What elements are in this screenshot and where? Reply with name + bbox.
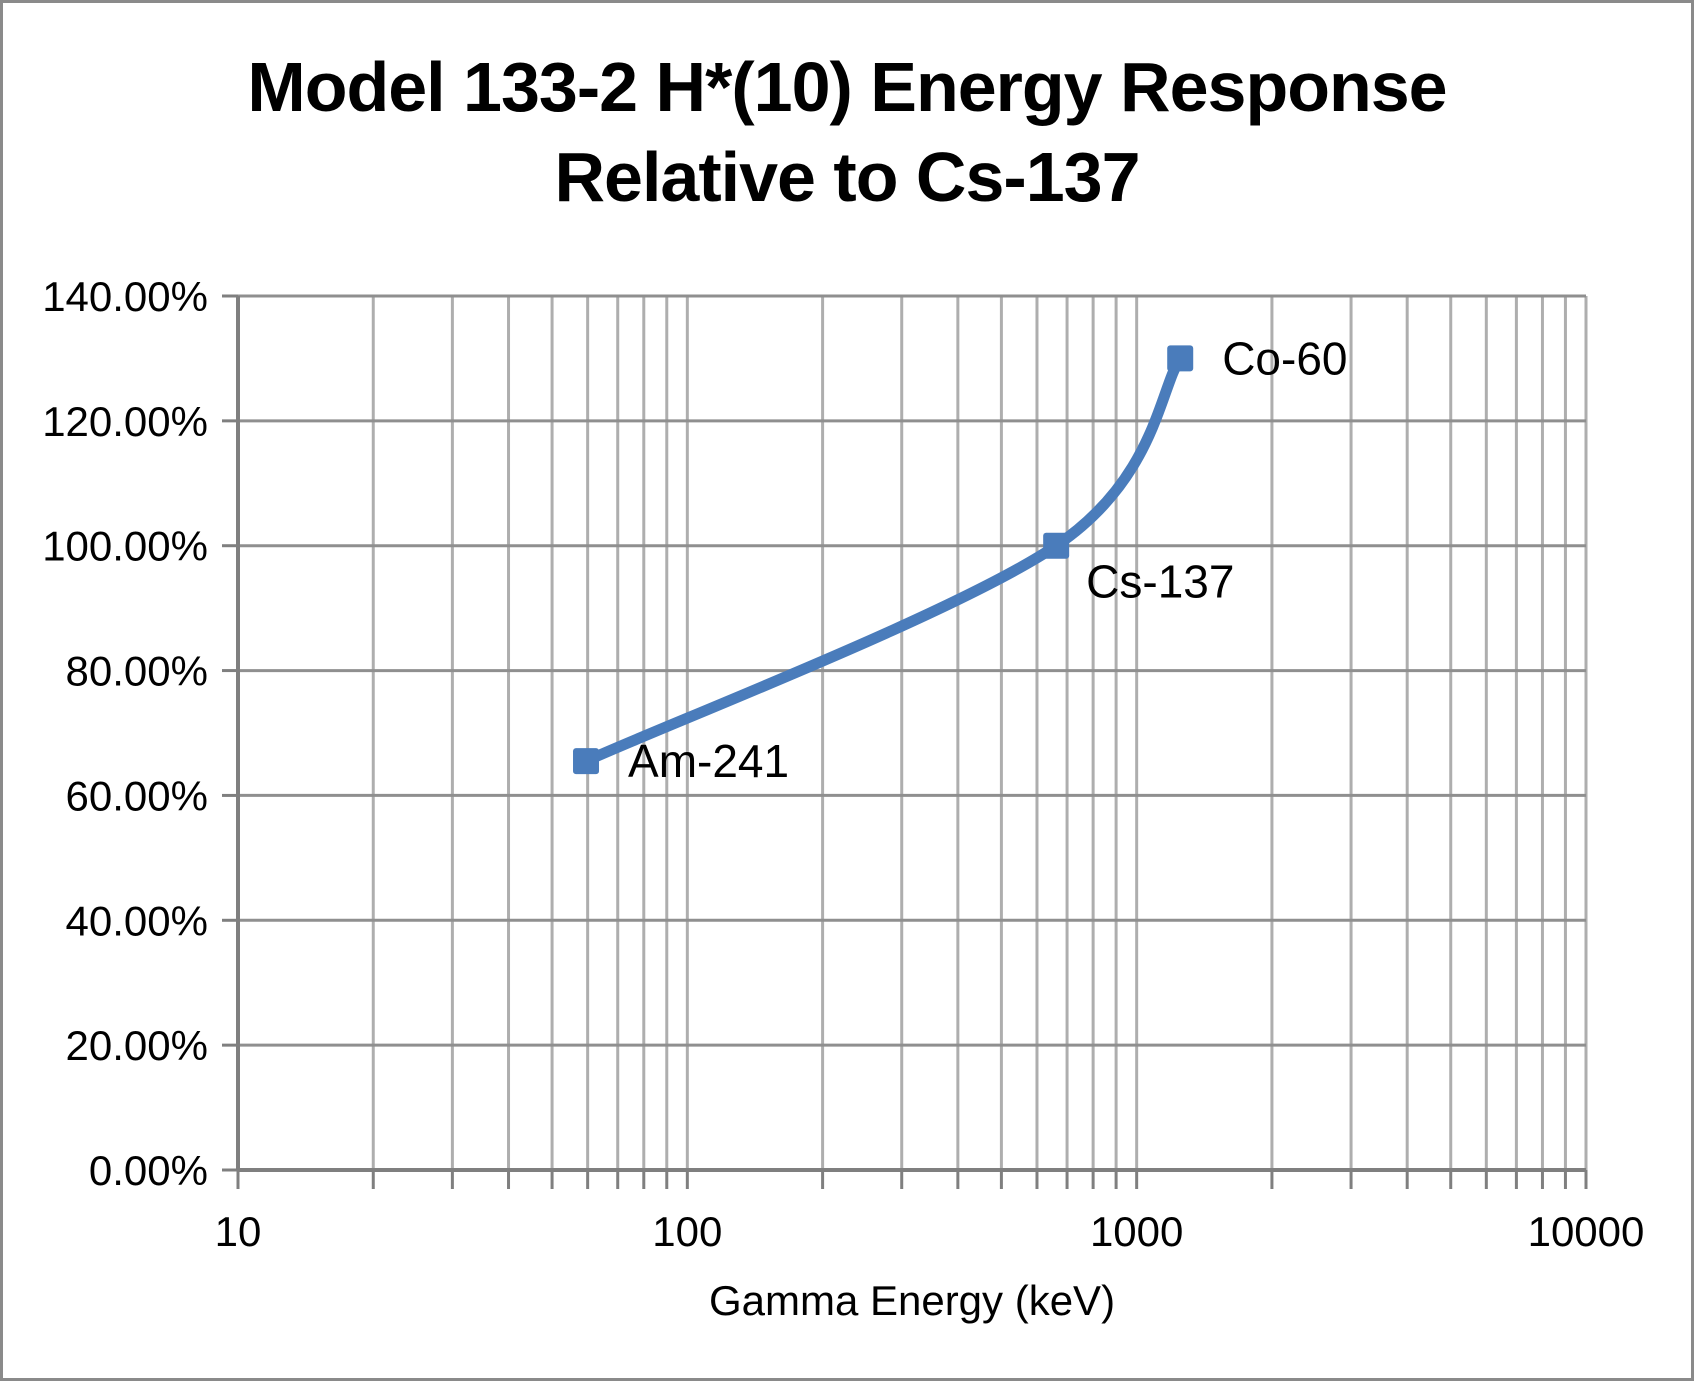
y-tick-label-120: 120.00% [42, 398, 208, 445]
data-point-label-Cs-137: Cs-137 [1086, 556, 1234, 608]
y-tick-label-0: 0.00% [89, 1147, 208, 1194]
x-tick-label-100: 100 [652, 1208, 722, 1255]
data-point-marker-Co-60 [1167, 345, 1194, 372]
data-point-label-Co-60: Co-60 [1222, 332, 1347, 384]
x-tick-label-10: 10 [215, 1208, 262, 1255]
plot-area: 0.00% 20.00% 40.00% 60.00% 80.00% 100.00% 120.… [42, 273, 1644, 1324]
x-tick-label-1000: 1000 [1090, 1208, 1183, 1255]
chart-title-line1: Model 133-2 H*(10) Energy Response [247, 48, 1447, 126]
axis-layer [222, 294, 1588, 1189]
data-point-marker-Cs-137 [1043, 532, 1070, 559]
label-layer: 0.00% 20.00% 40.00% 60.00% 80.00% 100.00% 120.… [42, 273, 1644, 1255]
series-layer [573, 345, 1194, 775]
series-line [580, 352, 1186, 767]
y-tick-label-80: 80.00% [66, 648, 208, 695]
y-tick-label-40: 40.00% [66, 897, 208, 944]
y-tick-label-140: 140.00% [42, 273, 208, 320]
y-tick-label-100: 100.00% [42, 523, 208, 570]
data-point-marker-Am-241 [573, 748, 600, 775]
grid-layer [238, 294, 1588, 1170]
data-point-label-Am-241: Am-241 [628, 735, 789, 787]
x-axis-title: Gamma Energy (keV) [709, 1277, 1115, 1324]
chart-title: Model 133-2 H*(10) Energy Response Relat… [3, 43, 1691, 222]
y-tick-label-20: 20.00% [66, 1022, 208, 1069]
y-tick-label-60: 60.00% [66, 772, 208, 819]
chart-title-line2: Relative to Cs-137 [554, 137, 1140, 216]
x-tick-label-10000: 10000 [1528, 1208, 1645, 1255]
